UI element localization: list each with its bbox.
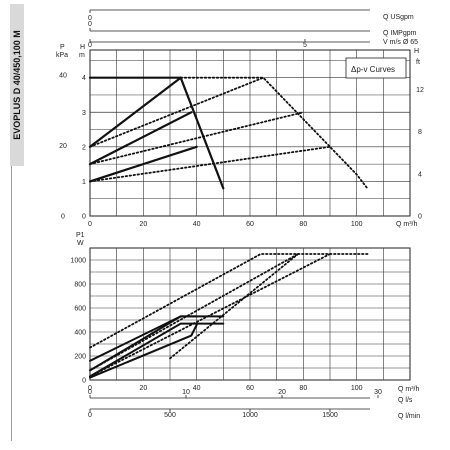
head-x-tick-label: 60 [246,221,254,228]
head-kpa-unit: kPa [56,52,68,59]
head-m-tick-label: 0 [82,214,86,221]
head-ft-tick-label: 4 [418,171,422,178]
head-ft-label: H [414,48,419,55]
power-curve-2 [89,315,198,372]
head-chart-ticks: 0204060801000123402040048120100200300400… [59,10,424,228]
velocity-tick-label: 0 [88,42,92,49]
lmin-tick-label: 0 [88,412,92,419]
lmin-tick-label: 1000 [242,412,258,419]
top-scales: Q USgpm Q IMPgpm V m/s Ø 65 [90,9,418,46]
usgpm-tick-label: 0 [88,15,92,22]
power-curve-5 [89,253,371,349]
power-y-label: P1 [76,232,85,239]
velocity-scale-label: V m/s Ø 65 [383,39,418,46]
power-x-axis-label: Q m³/h [398,386,419,393]
head-ft-tick-label: 12 [416,87,424,94]
head-x-axis-label: Q m³/h [396,221,417,228]
head-curve-6 [179,76,369,190]
head-chart: P kPa H m H ft Q m³/h Δp-v Curves 0 20 40 6… [56,10,424,228]
power-chart-grid [90,248,410,380]
power-y-tick-label: 400 [74,330,86,337]
ls-tick-label: 30 [374,389,382,396]
head-x-tick-label: 20 [139,221,147,228]
head-m-tick-label: 3 [82,110,86,117]
legend-label: Δp-v Curves [351,65,395,74]
head-kpa-tick-label: 40 [59,72,67,79]
head-curve-4 [88,111,193,166]
head-x-tick-label: 0 [88,221,92,228]
power-curve-8 [169,253,299,360]
head-curve-3 [179,76,225,190]
power-x-tick-label: 0 [88,385,92,392]
head-ft-unit: ft [416,59,420,66]
ls-scale-label: Q l/s [398,397,413,404]
power-curve-3 [89,322,225,378]
head-curve-8 [89,111,305,166]
ls-tick-label: 0 [88,389,92,396]
head-curves [88,76,369,190]
head-m-label: H [80,44,85,51]
product-label-tab [10,4,24,166]
head-curve-9 [89,145,331,183]
head-x-tick-label: 80 [299,221,307,228]
lmin-scale-label: Q l/min [398,413,420,420]
ls-tick-label: 10 [182,389,190,396]
head-kpa-label: P [60,44,65,51]
velocity-tick-label: 5 [303,42,307,49]
power-y-tick-label: 1000 [70,258,86,265]
head-curve-5 [88,145,198,183]
power-curve-6 [89,253,299,372]
power-y-tick-label: 0 [82,378,86,385]
margin-rule [11,166,12,441]
head-x-tick-label: 40 [193,221,201,228]
head-curve-2 [88,76,182,148]
impgpm-tick-label: 0 [88,21,92,28]
power-curves [89,253,371,379]
lmin-tick-label: 500 [164,412,176,419]
power-curve-7 [89,253,331,378]
power-x-tick-label: 80 [299,385,307,392]
head-ft-tick-label: 8 [418,129,422,136]
power-y-tick-label: 800 [74,282,86,289]
head-m-tick-label: 2 [82,144,86,151]
head-x-tick-label: 100 [351,221,363,228]
power-chart: P1 W Q m³/h 0 20 40 60 80 1000200400600800100… [70,232,420,420]
impgpm-scale-label: Q IMPgpm [383,30,417,37]
power-y-tick-label: 200 [74,354,86,361]
head-m-tick-label: 1 [82,179,86,186]
power-curve-4 [89,323,198,379]
head-curve-7 [89,76,265,148]
head-ft-tick-label: 0 [418,214,422,221]
power-y-unit: W [77,240,84,247]
power-x-tick-label: 100 [351,385,363,392]
head-m-unit: m [79,52,85,59]
usgpm-scale-label: Q USgpm [383,14,414,21]
lmin-tick-label: 1500 [322,412,338,419]
ls-tick-label: 20 [278,389,286,396]
power-y-tick-label: 600 [74,306,86,313]
power-x-tick-label: 20 [139,385,147,392]
power-x-tick-label: 60 [246,385,254,392]
power-x-tick-label: 40 [193,385,201,392]
head-kpa-tick-label: 0 [61,214,65,221]
head-kpa-tick-label: 20 [59,143,67,150]
head-m-tick-label: 4 [82,75,86,82]
